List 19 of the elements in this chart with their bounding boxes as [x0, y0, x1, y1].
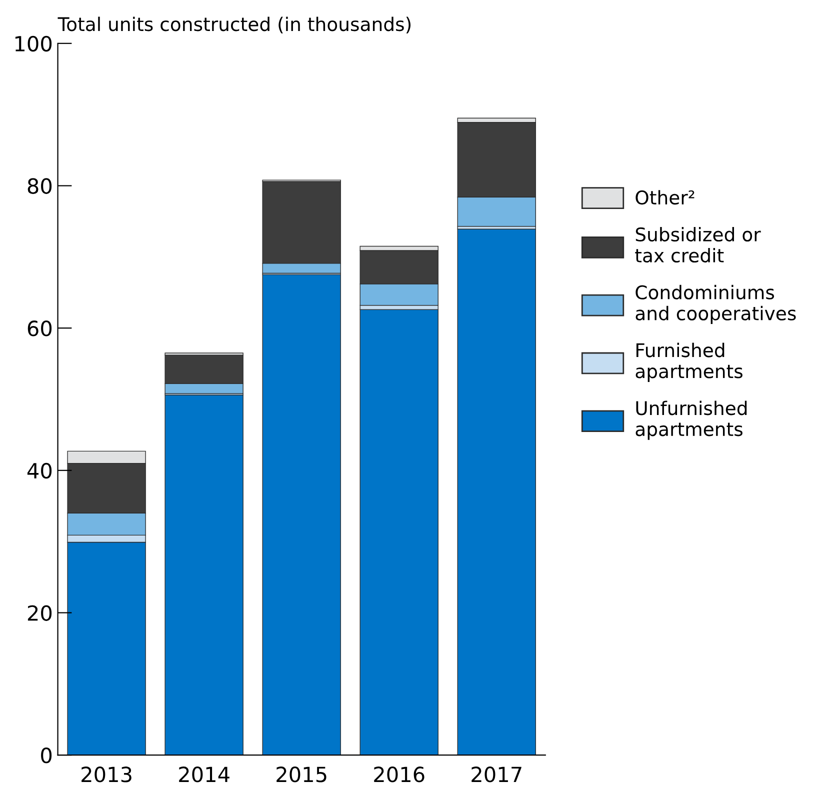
legend-label: Furnished apartments	[636, 342, 742, 382]
y-axis-title: Total units constructed (in thousands)	[58, 16, 411, 34]
bar	[457, 228, 536, 756]
x-tick-label: 2013	[82, 766, 132, 782]
bar	[360, 309, 438, 756]
x-tick-label: 2015	[276, 766, 326, 782]
y-tick-label: 20	[28, 605, 52, 621]
x-tick-label: 2014	[179, 766, 230, 782]
legend-label: Subsidized or tax credit	[635, 227, 761, 263]
y-tick-label: 40	[27, 462, 52, 479]
y-tick-label: 60	[28, 320, 52, 336]
y-tick-label: 80	[28, 178, 52, 194]
x-tick-label: 2016	[374, 766, 424, 782]
x-tick-label: 2017	[472, 766, 522, 782]
legend-label: Unfurnished apartments	[636, 400, 747, 440]
legend-label: Condominiums and cooperatives	[636, 284, 796, 324]
y-tick-label: 0	[41, 748, 52, 764]
y-tick-label: 100	[15, 36, 52, 52]
legend-label: Other²	[636, 190, 694, 205]
